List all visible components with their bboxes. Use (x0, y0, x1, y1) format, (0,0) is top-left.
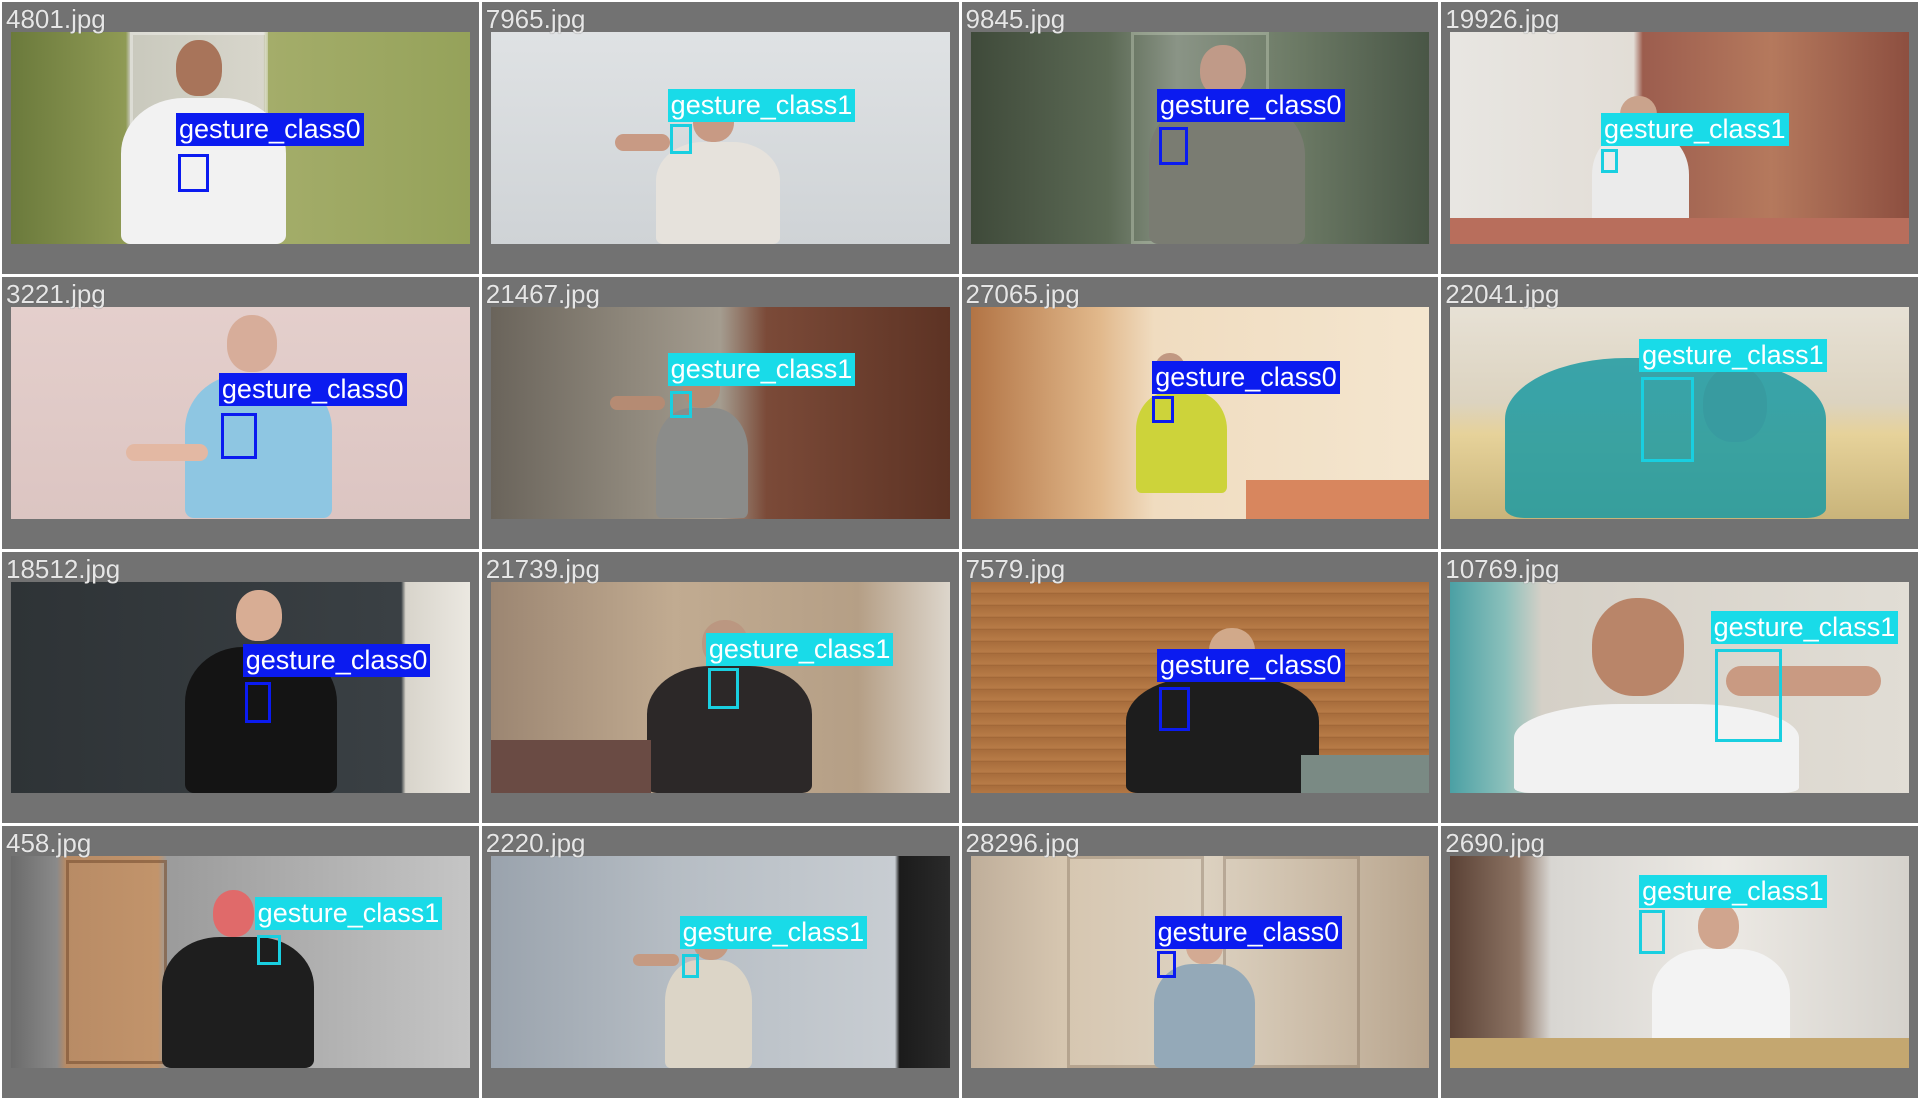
file-name: 22041.jpg (1445, 278, 1560, 309)
image-tile[interactable]: gesture_class0 4801.jpg (2, 2, 479, 274)
detection-box (178, 154, 210, 193)
detection-box (681, 953, 699, 979)
class-label: gesture_class1 (254, 896, 443, 930)
detection-box (1641, 377, 1694, 462)
detection-box (221, 412, 258, 459)
class-label: gesture_class0 (218, 373, 407, 407)
class-label: gesture_class0 (176, 113, 364, 147)
file-name: 27065.jpg (965, 278, 1080, 309)
image-tile[interactable]: gesture_class0 7579.jpg (961, 551, 1439, 824)
file-name: 28296.jpg (965, 828, 1080, 859)
file-name: 21467.jpg (485, 278, 600, 309)
class-label: gesture_class1 (667, 88, 856, 122)
image-tile[interactable]: gesture_class0 3221.jpg (2, 276, 479, 549)
file-name: 2220.jpg (485, 828, 586, 859)
file-name: 21739.jpg (485, 553, 600, 584)
image-tile[interactable]: gesture_class1 7965.jpg (481, 2, 959, 274)
class-label: gesture_class0 (242, 643, 431, 677)
file-name: 18512.jpg (6, 553, 121, 584)
photo (1450, 856, 1909, 1068)
image-tile[interactable]: gesture_class1 21739.jpg (481, 551, 959, 824)
class-label: gesture_class1 (1639, 339, 1827, 373)
class-label: gesture_class1 (1639, 875, 1827, 909)
image-tile[interactable]: gesture_class0 27065.jpg (961, 276, 1439, 549)
detection-box (257, 934, 281, 965)
class-label: gesture_class1 (1600, 113, 1789, 147)
file-name: 7965.jpg (485, 4, 586, 34)
photo (970, 32, 1430, 244)
class-label: gesture_class1 (705, 633, 894, 667)
file-name: 7579.jpg (965, 553, 1066, 584)
file-name: 2690.jpg (1445, 828, 1546, 859)
file-name: 10769.jpg (1445, 553, 1560, 584)
class-label: gesture_class0 (1154, 915, 1343, 949)
file-name: 9845.jpg (965, 4, 1066, 34)
file-name: 4801.jpg (6, 4, 106, 34)
image-tile[interactable]: gesture_class1 10769.jpg (1441, 551, 1918, 824)
class-label: gesture_class1 (667, 352, 856, 386)
detection-box (1715, 649, 1783, 742)
class-label: gesture_class1 (679, 915, 868, 949)
photo (490, 306, 950, 519)
image-tile[interactable]: gesture_class1 19926.jpg (1441, 2, 1918, 274)
detection-box (670, 390, 692, 419)
image-tile[interactable]: gesture_class1 22041.jpg (1441, 276, 1918, 549)
image-tile[interactable]: gesture_class1 2690.jpg (1441, 826, 1918, 1098)
photo (11, 856, 470, 1068)
image-tile[interactable]: gesture_class1 2220.jpg (481, 826, 959, 1098)
class-label: gesture_class0 (1156, 649, 1345, 683)
photo (490, 581, 950, 794)
photo (970, 306, 1430, 519)
image-tile[interactable]: gesture_class0 9845.jpg (961, 2, 1439, 274)
detection-box (670, 124, 692, 155)
class-label: gesture_class0 (1156, 88, 1345, 122)
detection-box (1156, 951, 1177, 979)
photo (970, 581, 1430, 794)
class-label: gesture_class0 (1152, 360, 1340, 394)
detection-box (1600, 148, 1618, 174)
photo (11, 32, 470, 244)
detection-box (1152, 396, 1174, 424)
detection-box (708, 668, 740, 710)
image-tile[interactable]: gesture_class1 458.jpg (2, 826, 479, 1098)
file-name: 19926.jpg (1445, 4, 1560, 34)
image-tile[interactable]: gesture_class0 28296.jpg (961, 826, 1439, 1098)
photo (1450, 306, 1909, 519)
image-tile[interactable]: gesture_class0 18512.jpg (2, 551, 479, 824)
detection-box (245, 681, 272, 723)
file-name: 458.jpg (6, 828, 92, 859)
photo (490, 856, 950, 1068)
detection-box (1159, 127, 1188, 166)
detection-box (1639, 910, 1666, 954)
detection-box (1159, 687, 1191, 731)
photo (970, 856, 1430, 1068)
photo (11, 581, 470, 794)
class-label: gesture_class1 (1710, 611, 1899, 645)
file-name: 3221.jpg (6, 278, 106, 309)
image-tile[interactable]: gesture_class1 21467.jpg (481, 276, 959, 549)
photo (490, 32, 950, 244)
